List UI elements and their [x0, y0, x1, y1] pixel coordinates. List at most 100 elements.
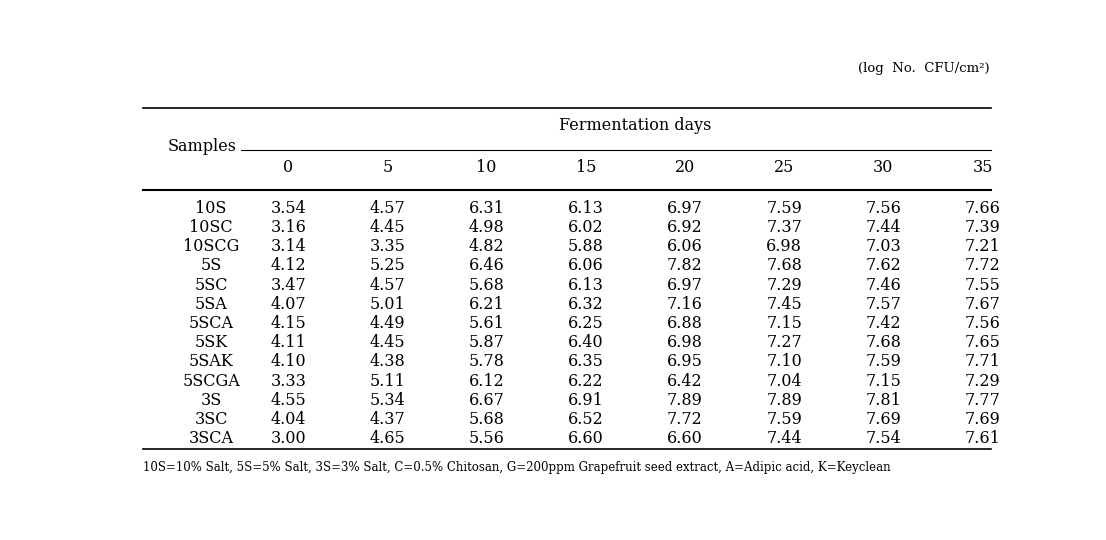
Text: 7.61: 7.61: [964, 430, 1001, 447]
Text: 6.35: 6.35: [567, 354, 604, 370]
Text: 6.67: 6.67: [469, 392, 504, 409]
Text: 6.60: 6.60: [667, 430, 703, 447]
Text: 10S=10% Salt, 5S=5% Salt, 3S=3% Salt, C=0.5% Chitosan, G=200ppm Grapefruit seed : 10S=10% Salt, 5S=5% Salt, 3S=3% Salt, C=…: [143, 461, 890, 474]
Text: 3.14: 3.14: [270, 238, 306, 255]
Text: 6.98: 6.98: [766, 238, 802, 255]
Text: 7.55: 7.55: [964, 276, 1001, 294]
Text: 7.65: 7.65: [964, 334, 1001, 351]
Text: 6.31: 6.31: [469, 200, 504, 217]
Text: Fermentation days: Fermentation days: [560, 117, 711, 133]
Text: 7.57: 7.57: [865, 296, 901, 313]
Text: 5.61: 5.61: [469, 315, 504, 332]
Text: 7.62: 7.62: [866, 258, 901, 274]
Text: 7.42: 7.42: [866, 315, 901, 332]
Text: 6.60: 6.60: [567, 430, 604, 447]
Text: 6.98: 6.98: [667, 334, 703, 351]
Text: 6.40: 6.40: [568, 334, 604, 351]
Text: 7.56: 7.56: [865, 200, 901, 217]
Text: 7.81: 7.81: [865, 392, 901, 409]
Text: 4.10: 4.10: [271, 354, 306, 370]
Text: 6.06: 6.06: [667, 238, 703, 255]
Text: 4.98: 4.98: [469, 219, 504, 236]
Text: 6.88: 6.88: [667, 315, 703, 332]
Text: 7.59: 7.59: [766, 411, 802, 428]
Text: 7.04: 7.04: [766, 373, 802, 390]
Text: 7.15: 7.15: [766, 315, 802, 332]
Text: 4.45: 4.45: [369, 219, 405, 236]
Text: 6.52: 6.52: [567, 411, 604, 428]
Text: 7.72: 7.72: [667, 411, 703, 428]
Text: 7.69: 7.69: [964, 411, 1001, 428]
Text: 7.69: 7.69: [865, 411, 901, 428]
Text: 7.68: 7.68: [865, 334, 901, 351]
Text: 7.77: 7.77: [964, 392, 1001, 409]
Text: 5.01: 5.01: [369, 296, 405, 313]
Text: 5SA: 5SA: [195, 296, 228, 313]
Text: 6.92: 6.92: [667, 219, 703, 236]
Text: 4.38: 4.38: [369, 354, 405, 370]
Text: 0: 0: [283, 159, 293, 176]
Text: 6.46: 6.46: [469, 258, 504, 274]
Text: 5.87: 5.87: [469, 334, 504, 351]
Text: 5.34: 5.34: [369, 392, 405, 409]
Text: Samples: Samples: [168, 138, 237, 156]
Text: 7.89: 7.89: [766, 392, 802, 409]
Text: 7.82: 7.82: [667, 258, 703, 274]
Text: 7.03: 7.03: [866, 238, 901, 255]
Text: 3.00: 3.00: [271, 430, 306, 447]
Text: 3SCA: 3SCA: [189, 430, 233, 447]
Text: 7.29: 7.29: [766, 276, 802, 294]
Text: 7.46: 7.46: [866, 276, 901, 294]
Text: 7.45: 7.45: [766, 296, 802, 313]
Text: 6.97: 6.97: [667, 276, 703, 294]
Text: 10SCG: 10SCG: [182, 238, 239, 255]
Text: 20: 20: [675, 159, 695, 176]
Text: 4.57: 4.57: [369, 276, 405, 294]
Text: 7.27: 7.27: [766, 334, 802, 351]
Text: 5SC: 5SC: [195, 276, 228, 294]
Text: 4.11: 4.11: [270, 334, 306, 351]
Text: 6.42: 6.42: [667, 373, 702, 390]
Text: 7.66: 7.66: [964, 200, 1001, 217]
Text: 7.59: 7.59: [865, 354, 901, 370]
Text: 7.10: 7.10: [766, 354, 802, 370]
Text: 6.32: 6.32: [567, 296, 604, 313]
Text: 5SCGA: 5SCGA: [182, 373, 240, 390]
Text: 4.45: 4.45: [369, 334, 405, 351]
Text: 5.88: 5.88: [567, 238, 604, 255]
Text: 5.11: 5.11: [369, 373, 406, 390]
Text: 10: 10: [477, 159, 497, 176]
Text: 6.02: 6.02: [568, 219, 604, 236]
Text: 7.21: 7.21: [964, 238, 1001, 255]
Text: 7.16: 7.16: [667, 296, 703, 313]
Text: 6.21: 6.21: [469, 296, 504, 313]
Text: 4.07: 4.07: [271, 296, 306, 313]
Text: 5.68: 5.68: [469, 411, 504, 428]
Text: 7.39: 7.39: [964, 219, 1001, 236]
Text: 4.15: 4.15: [270, 315, 306, 332]
Text: 3.16: 3.16: [270, 219, 306, 236]
Text: 10S: 10S: [196, 200, 227, 217]
Text: 5S: 5S: [200, 258, 221, 274]
Text: 3.33: 3.33: [270, 373, 306, 390]
Text: 6.22: 6.22: [568, 373, 604, 390]
Text: 4.55: 4.55: [270, 392, 306, 409]
Text: 10SC: 10SC: [189, 219, 233, 236]
Text: 4.37: 4.37: [369, 411, 405, 428]
Text: 6.91: 6.91: [567, 392, 604, 409]
Text: 6.06: 6.06: [567, 258, 604, 274]
Text: 5.78: 5.78: [469, 354, 504, 370]
Text: 5SK: 5SK: [195, 334, 228, 351]
Text: 4.49: 4.49: [369, 315, 405, 332]
Text: 6.12: 6.12: [469, 373, 504, 390]
Text: 6.25: 6.25: [567, 315, 604, 332]
Text: 5.68: 5.68: [469, 276, 504, 294]
Text: 7.44: 7.44: [766, 430, 802, 447]
Text: 35: 35: [972, 159, 993, 176]
Text: 5.56: 5.56: [469, 430, 504, 447]
Text: 7.67: 7.67: [964, 296, 1001, 313]
Text: 7.15: 7.15: [865, 373, 901, 390]
Text: 4.65: 4.65: [369, 430, 405, 447]
Text: 3.54: 3.54: [270, 200, 306, 217]
Text: 3SC: 3SC: [195, 411, 228, 428]
